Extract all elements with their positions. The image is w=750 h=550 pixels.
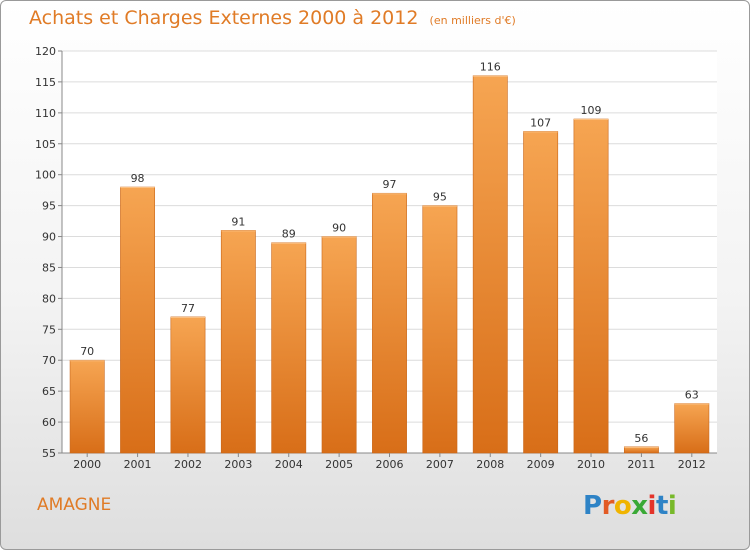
y-tick-label: 85	[42, 261, 56, 274]
y-tick-label: 95	[42, 200, 56, 213]
bar	[674, 403, 710, 454]
x-tick-label: 2009	[527, 458, 555, 471]
logo-letter: x	[631, 491, 648, 521]
chart-title-main: Achats et Charges Externes 2000 à 2012	[29, 7, 419, 29]
x-tick-label: 2000	[73, 458, 101, 471]
x-tick-label: 2010	[577, 458, 605, 471]
bar-value-label: 91	[231, 215, 245, 228]
bar	[271, 242, 307, 454]
y-tick-label: 115	[35, 76, 56, 89]
y-tick-label: 80	[42, 292, 56, 305]
logo-letter: i	[647, 491, 657, 521]
bar-value-label: 116	[480, 61, 501, 74]
bar	[523, 131, 559, 454]
bar-value-label: 98	[131, 172, 145, 185]
bar-value-label: 109	[581, 104, 602, 117]
bar-value-label: 97	[383, 178, 397, 191]
x-tick-label: 2007	[426, 458, 454, 471]
logo-letter: o	[613, 491, 632, 521]
y-tick-label: 55	[42, 447, 56, 460]
y-tick-label: 105	[35, 138, 56, 151]
bar	[170, 316, 206, 454]
logo-letter: i	[667, 491, 677, 521]
y-tick-label: 70	[42, 354, 56, 367]
bar-value-label: 107	[530, 116, 551, 129]
y-tick-label: 120	[35, 45, 56, 58]
commune-name: AMAGNE	[37, 495, 112, 515]
bar	[220, 230, 256, 454]
y-tick-label: 100	[35, 169, 56, 182]
bar-value-label: 63	[685, 389, 699, 402]
bar	[120, 186, 156, 454]
bar-value-label: 70	[80, 345, 94, 358]
y-tick-label: 75	[42, 323, 56, 336]
x-tick-label: 2002	[174, 458, 202, 471]
bar-value-label: 90	[332, 222, 346, 235]
y-tick-label: 65	[42, 385, 56, 398]
x-tick-label: 2004	[275, 458, 303, 471]
bar	[372, 192, 407, 454]
proxiti-logo[interactable]: Proxiti	[583, 491, 677, 521]
logo-letter: t	[655, 491, 668, 521]
logo-letter: r	[601, 491, 615, 521]
bar	[573, 118, 609, 454]
y-tick-label: 90	[42, 231, 56, 244]
x-tick-label: 2001	[124, 458, 152, 471]
x-tick-label: 2005	[325, 458, 353, 471]
chart-title: Achats et Charges Externes 2000 à 2012 (…	[29, 7, 516, 29]
x-tick-label: 2003	[224, 458, 252, 471]
x-tick-label: 2006	[376, 458, 404, 471]
bar-value-label: 56	[634, 432, 648, 445]
y-tick-label: 60	[42, 416, 56, 429]
x-tick-label: 2012	[678, 458, 706, 471]
bar	[472, 75, 508, 454]
bar-value-label: 77	[181, 302, 195, 315]
chart-title-unit: (en milliers d'€)	[429, 14, 516, 27]
y-tick-label: 110	[35, 107, 56, 120]
bar	[321, 236, 357, 454]
logo-letter: P	[583, 491, 602, 521]
bar-value-label: 89	[282, 228, 296, 241]
bar	[69, 359, 105, 454]
bar	[422, 205, 458, 454]
x-tick-label: 2011	[627, 458, 655, 471]
x-tick-label: 2008	[476, 458, 504, 471]
bar-value-label: 95	[433, 191, 447, 204]
